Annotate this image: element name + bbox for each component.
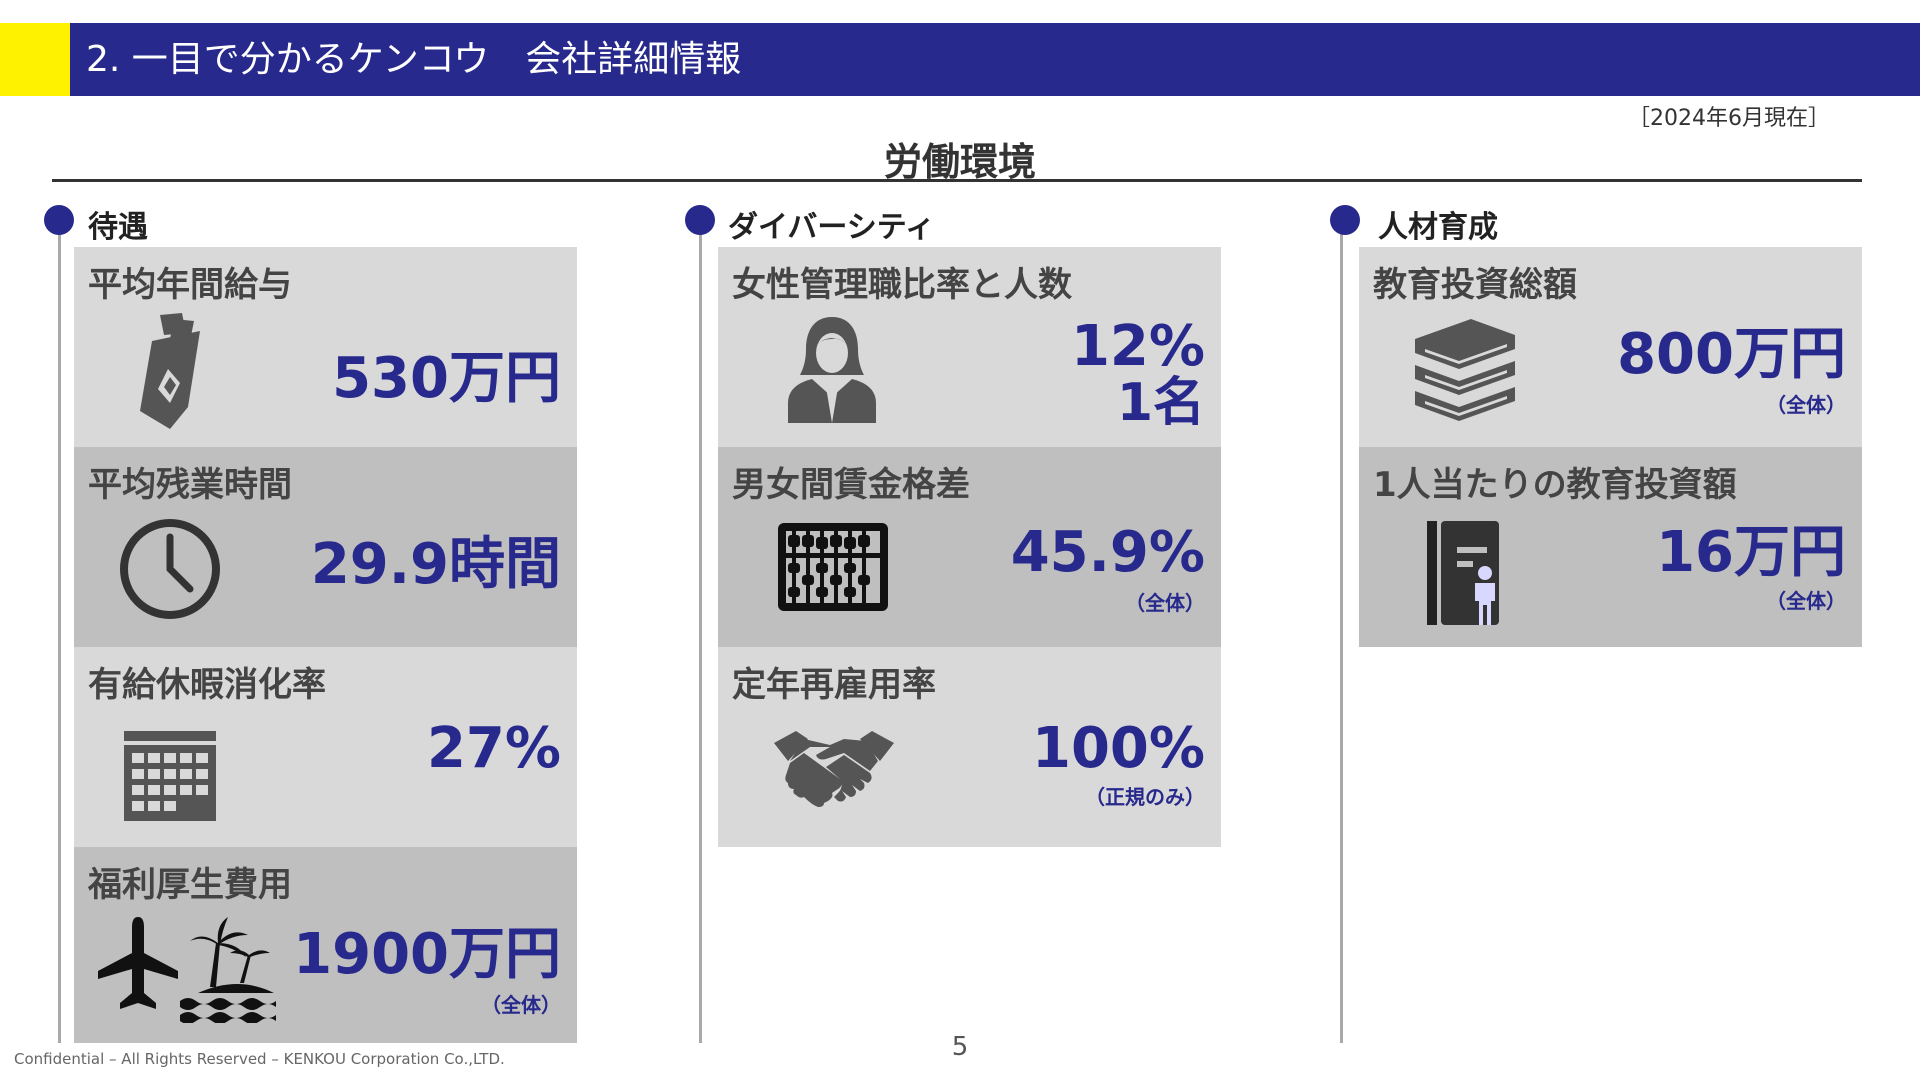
card-value: 530万円 bbox=[332, 346, 561, 411]
card-label: 平均残業時間 bbox=[88, 465, 292, 505]
card-note: （全体） bbox=[481, 993, 561, 1017]
card-value: 100% bbox=[1031, 716, 1205, 781]
salary-envelope-icon bbox=[130, 311, 216, 433]
card-label: 平均年間給与 bbox=[88, 265, 292, 305]
card-label: 福利厚生費用 bbox=[88, 865, 292, 905]
card-label: 教育投資総額 bbox=[1373, 265, 1577, 305]
column-heading-talent-development: 人材育成 bbox=[1378, 210, 1498, 245]
header-accent-bar bbox=[0, 23, 70, 96]
card-note: （全体） bbox=[1766, 589, 1846, 613]
card-total-education-investment: 教育投資総額 800万円 （全体） bbox=[1359, 247, 1862, 447]
person-book-icon bbox=[1427, 521, 1503, 629]
card-value: 12% bbox=[1070, 314, 1205, 379]
card-per-person-education-investment: 1人当たりの教育投資額 16万円 （全体） bbox=[1359, 447, 1862, 647]
books-icon bbox=[1411, 319, 1519, 429]
card-rehire-rate: 定年再雇用率 100% （正規のみ） bbox=[718, 647, 1221, 847]
section-divider bbox=[52, 179, 1862, 182]
card-value: 16万円 bbox=[1656, 520, 1846, 585]
page-number: 5 bbox=[951, 1032, 969, 1062]
column-line-talent-development bbox=[1340, 220, 1343, 1043]
card-label: 女性管理職比率と人数 bbox=[732, 265, 1072, 305]
header-band bbox=[70, 23, 1920, 96]
as-of-date: ［2024年6月現在］ bbox=[1628, 106, 1830, 131]
card-gender-pay-gap: 男女間賃金格差 45.9% （全体） bbox=[718, 447, 1221, 647]
card-label: 定年再雇用率 bbox=[732, 665, 936, 705]
card-average-salary: 平均年間給与 530万円 bbox=[74, 247, 577, 447]
column-bullet-treatment bbox=[44, 205, 74, 235]
airplane-island-icon bbox=[98, 913, 278, 1027]
card-label: 男女間賃金格差 bbox=[732, 465, 970, 505]
handshake-icon bbox=[774, 731, 894, 811]
calendar-icon bbox=[124, 731, 216, 825]
abacus-icon bbox=[778, 523, 888, 615]
card-value: 29.9時間 bbox=[310, 532, 561, 597]
card-value: 1900万円 bbox=[293, 922, 561, 987]
card-average-overtime: 平均残業時間 29.9時間 bbox=[74, 447, 577, 647]
card-note: （全体） bbox=[1766, 393, 1846, 417]
card-note: （正規のみ） bbox=[1085, 785, 1205, 809]
card-welfare-cost: 福利厚生費用 1900万円 （全体） bbox=[74, 847, 577, 1043]
column-line-diversity bbox=[699, 220, 702, 1043]
clock-icon bbox=[118, 517, 222, 625]
card-label: 有給休暇消化率 bbox=[88, 665, 326, 705]
woman-icon bbox=[788, 315, 876, 427]
column-bullet-diversity bbox=[685, 205, 715, 235]
card-value: 27% bbox=[426, 716, 561, 781]
card-paid-leave-rate: 有給休暇消化率 27% bbox=[74, 647, 577, 847]
section-title: 労働環境 bbox=[883, 140, 1036, 184]
card-female-manager-ratio: 女性管理職比率と人数 12% 1名 bbox=[718, 247, 1221, 447]
column-heading-diversity: ダイバーシティ bbox=[728, 210, 935, 245]
column-heading-treatment: 待遇 bbox=[88, 210, 148, 245]
confidential-notice: Confidential – All Rights Reserved – KEN… bbox=[14, 1050, 505, 1068]
card-value: 800万円 bbox=[1617, 322, 1846, 387]
card-note: （全体） bbox=[1125, 591, 1205, 615]
page-title: 2. 一目で分かるケンコウ 会社詳細情報 bbox=[86, 39, 742, 80]
card-label: 1人当たりの教育投資額 bbox=[1373, 465, 1737, 505]
card-value-secondary: 1名 bbox=[1116, 373, 1205, 433]
card-value: 45.9% bbox=[1010, 520, 1205, 585]
column-bullet-talent-development bbox=[1330, 205, 1360, 235]
column-line-treatment bbox=[58, 220, 61, 1043]
